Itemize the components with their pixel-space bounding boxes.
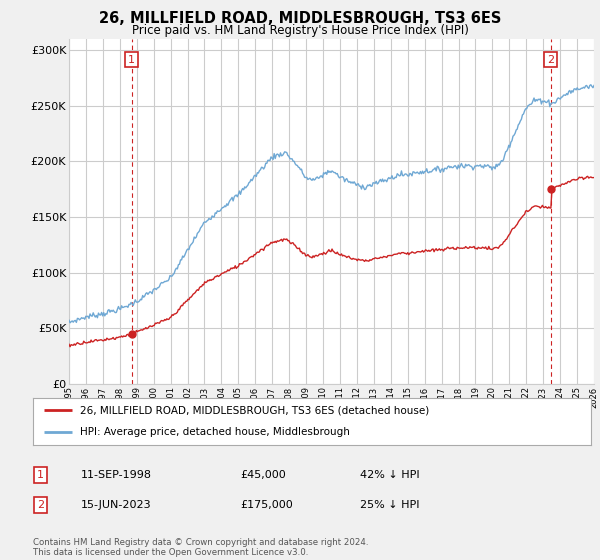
- Text: Price paid vs. HM Land Registry's House Price Index (HPI): Price paid vs. HM Land Registry's House …: [131, 24, 469, 36]
- Text: 25% ↓ HPI: 25% ↓ HPI: [360, 500, 419, 510]
- Text: HPI: Average price, detached house, Middlesbrough: HPI: Average price, detached house, Midd…: [80, 427, 350, 437]
- Text: £175,000: £175,000: [240, 500, 293, 510]
- Text: 1: 1: [37, 470, 44, 480]
- Text: Contains HM Land Registry data © Crown copyright and database right 2024.
This d: Contains HM Land Registry data © Crown c…: [33, 538, 368, 557]
- Text: 42% ↓ HPI: 42% ↓ HPI: [360, 470, 419, 480]
- Text: 2: 2: [37, 500, 44, 510]
- Text: 26, MILLFIELD ROAD, MIDDLESBROUGH, TS3 6ES (detached house): 26, MILLFIELD ROAD, MIDDLESBROUGH, TS3 6…: [80, 405, 430, 416]
- Text: 26, MILLFIELD ROAD, MIDDLESBROUGH, TS3 6ES: 26, MILLFIELD ROAD, MIDDLESBROUGH, TS3 6…: [99, 11, 501, 26]
- Text: £45,000: £45,000: [240, 470, 286, 480]
- Text: 2: 2: [547, 55, 554, 65]
- Text: 11-SEP-1998: 11-SEP-1998: [81, 470, 152, 480]
- Text: 15-JUN-2023: 15-JUN-2023: [81, 500, 152, 510]
- Text: 1: 1: [128, 55, 135, 65]
